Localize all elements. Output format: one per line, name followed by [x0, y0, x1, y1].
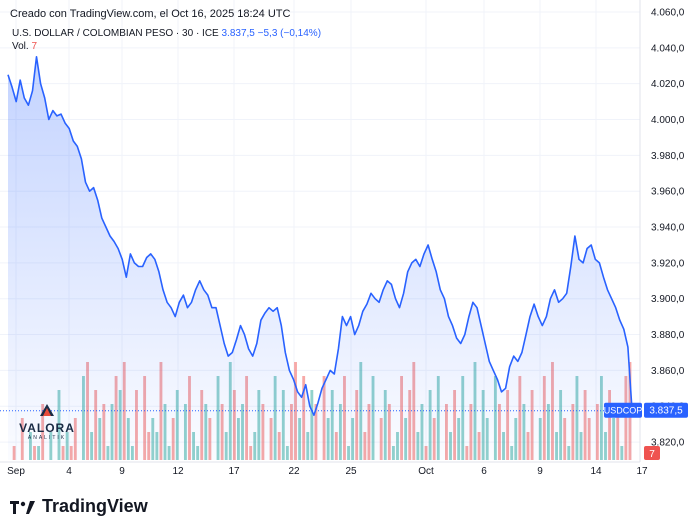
- time-axis[interactable]: Sep 4 9 12 17 22 25 Oct 6 9 14 17: [0, 461, 648, 477]
- price-axis[interactable]: 3.820,03.840,03.860,03.880,03.900,03.920…: [639, 0, 685, 462]
- x-tick-label: 22: [288, 466, 300, 477]
- symbol-badge-text: USDCOP: [604, 406, 643, 416]
- created-with-text: Creado con TradingView.com, el Oct 16, 2…: [10, 8, 291, 20]
- symbol-badge-bg: [604, 402, 642, 418]
- y-tick-label: 4.000,0: [651, 115, 685, 126]
- last-price-badge-text: 3.837,5: [649, 406, 683, 417]
- legend-price: 3.837,5: [221, 28, 255, 39]
- tradingview-logo-icon: [10, 500, 35, 514]
- symbol-description: U.S. DOLLAR / COLOMBIAN PESO · 30 · ICE: [12, 28, 219, 39]
- y-tick-label: 4.040,0: [651, 43, 685, 54]
- last-price-badge: USDCOP 3.837,5: [604, 402, 688, 418]
- volume-badge-bg: [644, 446, 660, 460]
- y-tick-label: 3.920,0: [651, 258, 685, 269]
- footer-brand-text: TradingView: [42, 496, 148, 516]
- y-tick-label: 3.940,0: [651, 223, 685, 234]
- footer-brand[interactable]: TradingView: [10, 496, 148, 517]
- x-tick-label: 17: [228, 466, 240, 477]
- price-line[interactable]: [7, 56, 633, 416]
- valora-logo-icon: [40, 404, 54, 416]
- y-tick-label: 4.060,0: [651, 8, 685, 19]
- last-price-badge-bg: [644, 402, 688, 418]
- y-tick-label: 3.880,0: [651, 330, 685, 341]
- price-area-fill: [8, 56, 632, 461]
- x-tick-label: 9: [537, 466, 543, 477]
- y-tick-label: 3.860,0: [651, 366, 685, 377]
- x-tick-label: 17: [636, 466, 648, 477]
- valora-watermark: VALORA ANALITIK: [12, 403, 82, 441]
- x-tick-label: 12: [172, 466, 184, 477]
- x-tick-label: Oct: [418, 466, 434, 477]
- watermark-name: VALORA: [19, 421, 75, 435]
- legend-change: −5,3 (−0,14%): [257, 28, 322, 39]
- x-tick-label: 6: [481, 466, 487, 477]
- y-tick-label: 3.820,0: [651, 438, 685, 449]
- x-tick-label: 4: [66, 466, 72, 477]
- y-tick-label: 4.020,0: [651, 79, 685, 90]
- volume-legend-label: Vol.: [12, 41, 29, 52]
- x-tick-label: 9: [119, 466, 125, 477]
- volume-badge-text: 7: [649, 449, 655, 460]
- x-tick-label: 14: [590, 466, 602, 477]
- y-tick-label: 3.980,0: [651, 151, 685, 162]
- y-tick-label: 3.960,0: [651, 187, 685, 198]
- x-tick-label: 25: [345, 466, 357, 477]
- volume-legend: Vol. 7: [12, 41, 37, 52]
- y-tick-label: 3.900,0: [651, 294, 685, 305]
- watermark-sub: ANALITIK: [27, 435, 67, 441]
- volume-badge: 7: [644, 446, 660, 460]
- x-tick-label: Sep: [7, 466, 25, 477]
- volume-legend-value: 7: [31, 41, 38, 52]
- chart-legend: U.S. DOLLAR / COLOMBIAN PESO · 30 · ICE …: [12, 28, 321, 39]
